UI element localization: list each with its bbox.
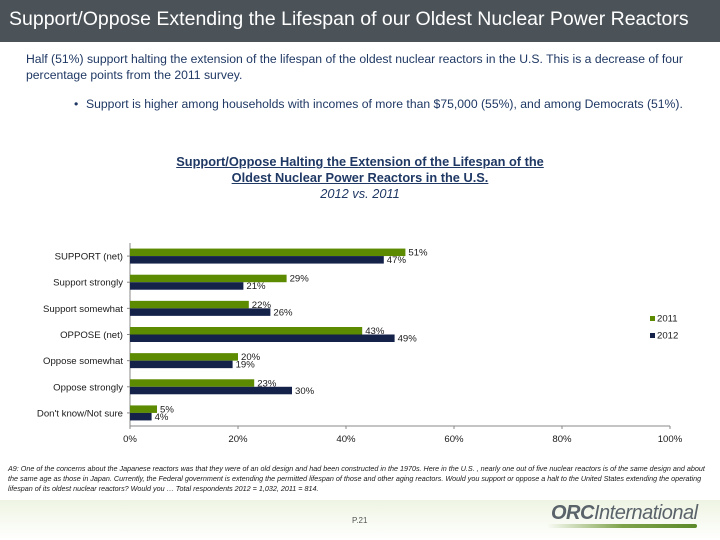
- x-tick-label: 60%: [444, 434, 464, 445]
- category-label: Oppose strongly: [53, 382, 123, 393]
- bar-2011: [130, 248, 406, 257]
- x-tick-label: 100%: [658, 434, 683, 445]
- footnote: A9: One of the concerns about the Japane…: [8, 464, 705, 493]
- value-label-2011: 5%: [160, 404, 174, 415]
- value-label-2012: 30%: [295, 386, 315, 397]
- bar-2012: [130, 334, 395, 342]
- bar-2011: [130, 405, 157, 413]
- title-bar: Support/Oppose Extending the Lifespan of…: [0, 0, 720, 42]
- bar-2011: [130, 300, 249, 309]
- bar-2012: [130, 386, 292, 395]
- bullet-text: Support is higher among households with …: [86, 97, 683, 111]
- bar-2011: [130, 274, 287, 283]
- category-label: Don't know/Not sure: [37, 408, 123, 419]
- chart-title-main: Support/Oppose Halting the Extension of …: [176, 154, 544, 185]
- value-label-2012: 4%: [155, 412, 169, 423]
- value-label-2011: 51%: [408, 248, 428, 259]
- value-label-2012: 49%: [398, 334, 418, 345]
- x-tick-label: 20%: [228, 434, 248, 445]
- bar-2011: [130, 327, 363, 335]
- bar-2012: [130, 256, 384, 264]
- value-label-2012: 47%: [387, 255, 407, 266]
- value-label-2012: 21%: [246, 281, 266, 292]
- bullet-point: • Support is higher among households wit…: [74, 97, 716, 111]
- bar-2012: [130, 308, 271, 316]
- bar-2012: [130, 360, 233, 369]
- bar-2012: [130, 282, 244, 290]
- x-tick-label: 80%: [552, 434, 572, 445]
- intro-text: Half (51%) support halting the extension…: [26, 52, 683, 82]
- bar-2011: [130, 353, 238, 361]
- value-label-2011: 23%: [257, 378, 277, 389]
- category-label: OPPOSE (net): [60, 330, 123, 341]
- value-label-2011: 29%: [290, 274, 310, 285]
- bar-chart: 0% 20% 40% 60% 80% 100% SUPPORT (net) 51%47% Sup…: [37, 243, 683, 445]
- x-tick-label: 0%: [123, 434, 137, 445]
- category-label: Oppose somewhat: [43, 356, 123, 367]
- footer-band: [0, 500, 720, 540]
- value-label-2011: 20%: [241, 352, 261, 363]
- value-label-2012: 26%: [273, 307, 293, 318]
- legend-swatch-2012: [650, 333, 655, 338]
- category-label: Support somewhat: [43, 304, 123, 315]
- chart-title: Support/Oppose Halting the Extension of …: [170, 154, 550, 202]
- value-label-2011: 43%: [365, 326, 385, 337]
- bar-2011: [130, 379, 255, 387]
- legend-swatch-2011: [650, 316, 655, 321]
- category-label: Support strongly: [53, 278, 123, 289]
- bullet-dot-icon: •: [74, 97, 79, 111]
- page-title: Support/Oppose Extending the Lifespan of…: [9, 8, 689, 30]
- chart-subtitle: 2012 vs. 2011: [320, 186, 400, 201]
- x-tick-label: 40%: [336, 434, 356, 445]
- orc-logo: ORCInternational: [547, 502, 698, 528]
- legend-label-2011: 2011: [657, 314, 678, 325]
- page-number: P.21: [352, 516, 368, 525]
- value-label-2012: 19%: [236, 360, 256, 371]
- category-label: SUPPORT (net): [55, 252, 123, 263]
- legend-label-2012: 2012: [657, 331, 678, 342]
- bar-2012: [130, 412, 152, 421]
- value-label-2011: 22%: [252, 300, 272, 311]
